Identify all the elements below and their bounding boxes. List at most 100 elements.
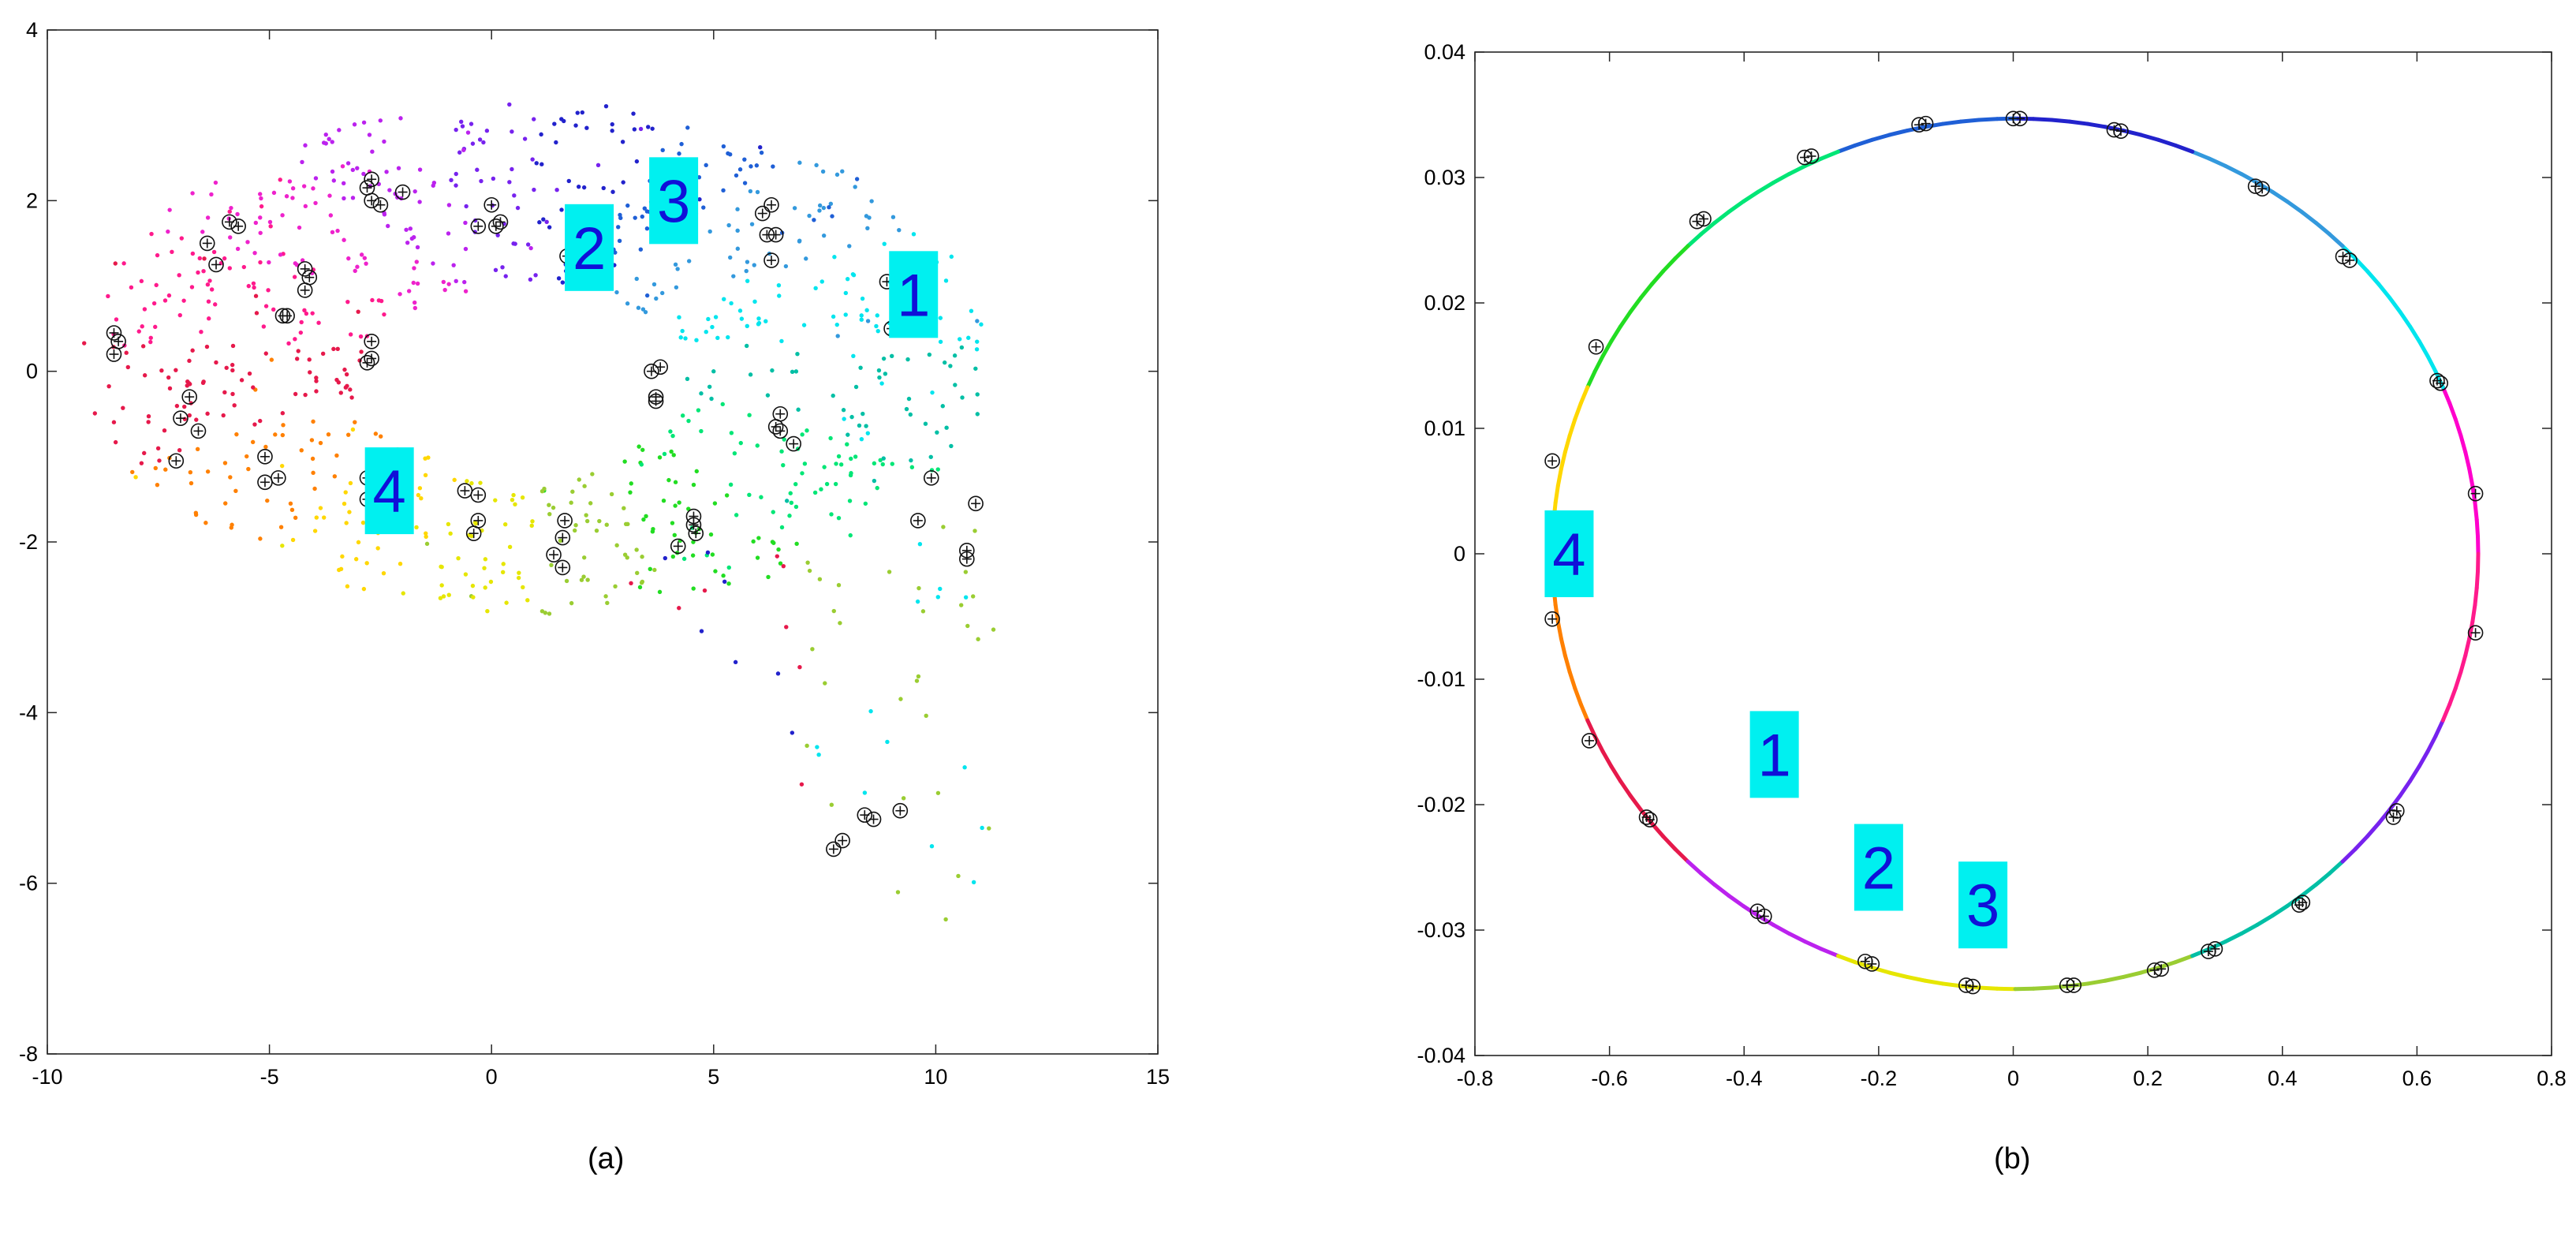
a-point: [976, 637, 980, 641]
a-point: [151, 301, 157, 306]
b-curve-segment: [1618, 309, 1633, 329]
a-point: [252, 422, 257, 427]
a-point: [293, 391, 298, 397]
scatter-chart-b: -0.8 -0.6 -0.4 -0.2 0 0.2 0.4 0.6 0.8 0.04 0.03 0.0…: [1417, 40, 2566, 1090]
a-point: [699, 428, 704, 434]
a-marked-point: [546, 547, 562, 563]
a-point: [234, 432, 239, 437]
a-point: [638, 126, 644, 132]
b-curve-segment: [2440, 702, 2452, 723]
a-point: [293, 515, 298, 520]
a-point: [166, 229, 170, 234]
a-point: [520, 495, 525, 500]
a-point: [694, 469, 699, 474]
a-point: [790, 730, 795, 735]
a-point: [356, 309, 360, 314]
a-point: [944, 425, 949, 430]
b-y-tick-label: -0.02: [1417, 793, 1465, 816]
a-point: [350, 196, 356, 200]
a-point: [342, 367, 347, 372]
b-curve-segment: [2049, 118, 2072, 124]
a-marked-point: [364, 334, 379, 349]
a-marked-point: [786, 435, 801, 452]
a-point: [469, 121, 474, 126]
b-marked-point: [1965, 978, 1981, 995]
a-point: [737, 308, 743, 313]
a-point: [457, 150, 462, 155]
a-point: [278, 252, 283, 257]
a-point: [314, 389, 319, 394]
a-point: [463, 572, 469, 577]
a-point: [819, 279, 824, 284]
a-point: [691, 586, 696, 591]
a-point: [290, 196, 295, 200]
a-point: [677, 315, 681, 319]
a-point: [541, 217, 546, 222]
svg-text:4: 4: [1552, 521, 1585, 588]
panel-label-b: (b): [1994, 1142, 2031, 1175]
a-marked-point: [372, 196, 389, 213]
a-point: [532, 187, 536, 192]
a-y-tick-label: -2: [19, 530, 38, 554]
a-point: [597, 518, 602, 524]
a-point: [776, 547, 781, 552]
a-point: [148, 335, 153, 340]
a-point: [185, 383, 189, 388]
a-point: [573, 523, 578, 528]
a-point: [525, 598, 530, 603]
a-point: [748, 372, 753, 377]
b-curve-segment: [2313, 220, 2331, 237]
a-point: [477, 137, 483, 142]
a-point: [516, 575, 521, 581]
a-point: [280, 432, 286, 438]
a-point: [195, 446, 200, 452]
a-point: [766, 574, 771, 580]
a-point: [213, 302, 218, 307]
a-point: [938, 316, 943, 320]
b-curve-segment: [2463, 637, 2472, 658]
a-point: [582, 484, 587, 488]
b-curve-segment: [1559, 637, 1567, 658]
a-point: [449, 177, 454, 183]
a-point: [314, 515, 319, 520]
a-point: [610, 121, 614, 127]
a-x-tick-label: 10: [924, 1065, 947, 1089]
a-point: [865, 319, 871, 323]
a-point: [920, 609, 926, 614]
a-point: [729, 301, 734, 306]
a-point: [279, 463, 285, 469]
b-curve-segment: [2473, 500, 2479, 522]
a-point: [106, 293, 110, 299]
a-point: [530, 519, 535, 524]
a-point: [929, 843, 935, 849]
a-point: [281, 423, 286, 428]
a-point: [188, 469, 193, 475]
a-point: [742, 181, 748, 185]
b-marked-point: [1544, 453, 1560, 469]
a-point: [898, 697, 903, 701]
a-point: [327, 193, 332, 198]
a-point: [838, 621, 842, 626]
b-curve-segment: [2313, 871, 2331, 887]
b-curve-segment: [2239, 922, 2260, 936]
b-y-tick-label: 0.01: [1424, 417, 1465, 440]
a-point: [294, 357, 300, 361]
a-point: [812, 218, 816, 222]
a-point: [335, 228, 340, 234]
a-point: [461, 148, 466, 152]
a-point: [642, 206, 648, 211]
a-marked-point: [301, 269, 318, 286]
a-point: [299, 448, 304, 453]
a-point: [959, 345, 965, 350]
a-point: [263, 351, 268, 356]
b-curve-segment: [1618, 779, 1633, 798]
a-point: [609, 491, 614, 497]
b-curve-segment: [1803, 156, 1824, 168]
a-marked-point: [110, 334, 126, 349]
a-point: [404, 227, 409, 232]
a-point: [155, 482, 160, 488]
a-point: [794, 541, 799, 547]
a-point: [849, 456, 853, 461]
a-point: [875, 485, 879, 491]
a-marked-point: [923, 470, 939, 486]
